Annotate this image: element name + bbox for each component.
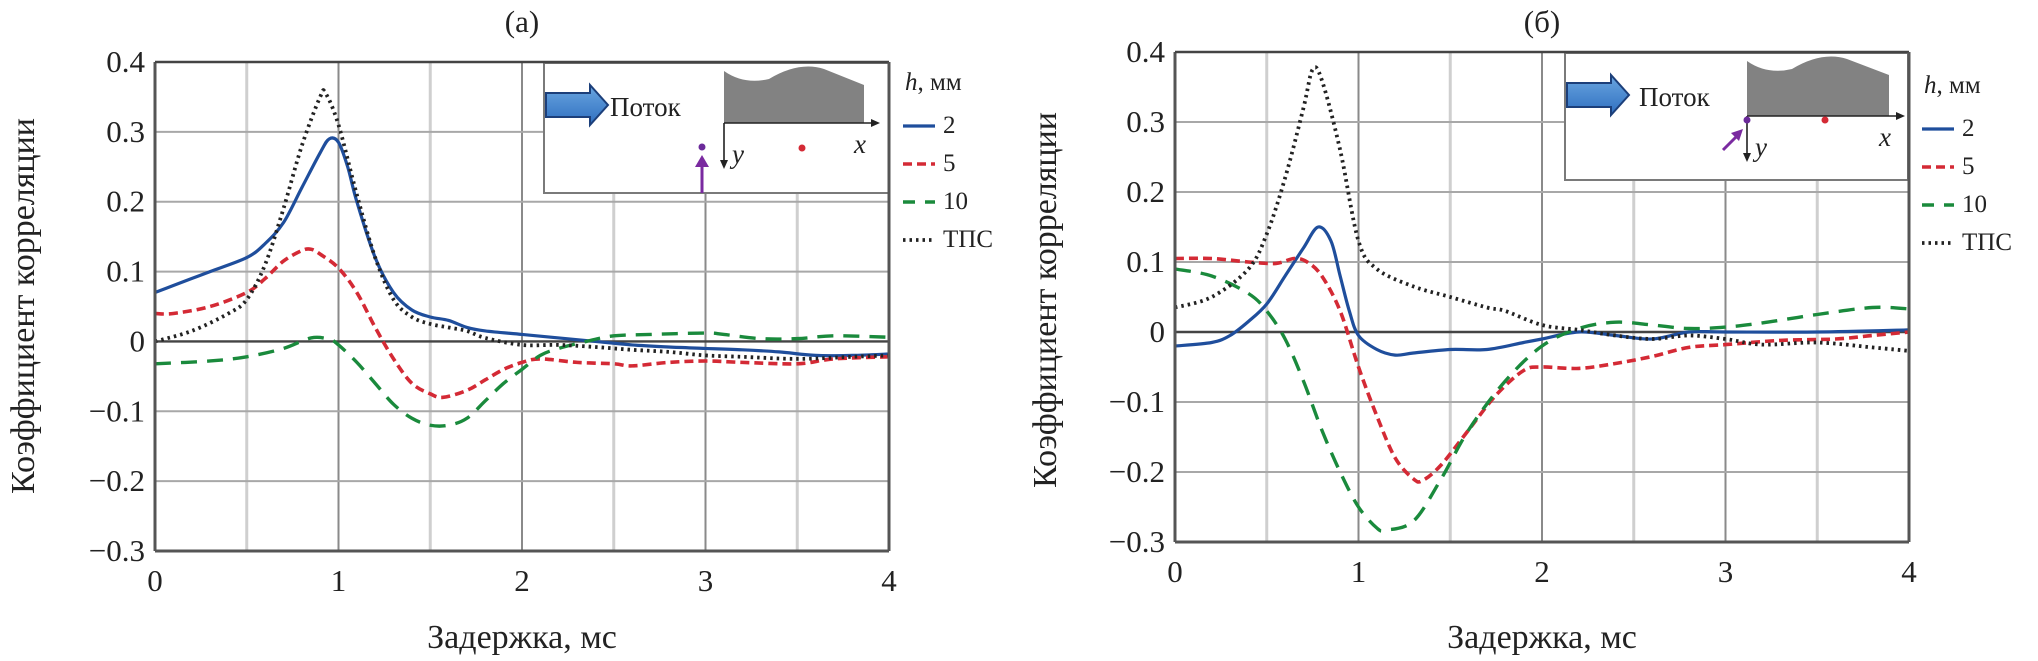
series-line-h10 (1174, 267, 1910, 533)
x-tick-label: 0 (147, 563, 163, 598)
legend-label: 5 (943, 150, 956, 177)
y-tick-label: 0.4 (106, 44, 145, 79)
flow-arrow-icon (1566, 72, 1631, 118)
axes: 0 1 2 3 4 0.4 0.3 0.2 0.1 0 −0.1 −0.2 −0.3 (1109, 34, 1917, 589)
x-axis-label: Задержка, мс (1447, 619, 1637, 656)
x-axis-label: Задержка, мс (427, 619, 617, 656)
arrowhead-icon (871, 119, 880, 127)
series-line-tps (1174, 65, 1910, 353)
legend-title: h, мм (1924, 72, 1981, 99)
series-line-h5 (154, 247, 890, 400)
series-line-h10 (154, 331, 890, 428)
series-line-tps (154, 88, 890, 361)
flow-label: Поток (1639, 82, 1711, 112)
inset-y-label: y (729, 139, 744, 169)
legend-title-rest: , мм (1937, 72, 1981, 99)
flow-arrow-icon (545, 82, 610, 128)
inset-x-label: x (853, 129, 866, 159)
legend-title-italic: h (905, 69, 918, 96)
inset-y-label: y (1752, 132, 1767, 162)
y-tick-label: 0.4 (1126, 34, 1165, 69)
legend-label: 2 (943, 112, 956, 139)
x-tick-label: 1 (1351, 554, 1367, 589)
arrowhead-icon (695, 155, 709, 167)
legend-label: 10 (1962, 191, 1987, 218)
y-tick-label: 0 (130, 323, 146, 358)
y-tick-label: −0.1 (1109, 384, 1165, 419)
y-tick-label: 0 (1150, 314, 1166, 349)
series-line-h2 (154, 136, 890, 358)
y-tick-label: 0.2 (106, 184, 145, 219)
y-tick-label: 0.2 (1126, 174, 1165, 209)
series-layer (154, 88, 890, 428)
x-tick-label: 1 (331, 563, 347, 598)
surface-shape (1747, 56, 1889, 116)
sensor-point (798, 144, 806, 152)
arrowhead-icon (720, 160, 728, 169)
inset-diagram: Поток x y (1564, 52, 1909, 181)
chart-panel-a: (a) Поток x y 0 1 2 3 4 0.4 0.3 0.2 0.1 0 −0.1 −0.2 −0… (5, 4, 993, 656)
sensor-point (1821, 116, 1829, 124)
series-line-h5 (1174, 256, 1910, 484)
surface-shape (724, 66, 864, 123)
y-tick-label: −0.3 (1109, 524, 1165, 559)
legend: h, мм 2 5 10 ТПС (1922, 72, 2012, 256)
legend-label: 5 (1962, 153, 1975, 180)
axes: 0 1 2 3 4 0.4 0.3 0.2 0.1 0 −0.1 −0.2 −0.3 (89, 44, 897, 598)
probe-point (698, 143, 706, 151)
y-tick-label: −0.3 (89, 533, 145, 568)
y-tick-label: −0.2 (1109, 454, 1165, 489)
legend-title: h, мм (905, 69, 962, 96)
series-layer (1174, 65, 1910, 533)
legend: h, мм 2 5 10 ТПС (903, 69, 993, 253)
x-tick-label: 2 (514, 563, 530, 598)
legend-label: ТПС (943, 226, 993, 253)
y-tick-label: 0.1 (106, 254, 145, 289)
y-axis-label: Коэффициент корреляции (5, 118, 42, 494)
arrowhead-icon (1896, 112, 1905, 120)
x-tick-label: 3 (1718, 554, 1734, 589)
y-axis-label: Коэффициент корреляции (1027, 112, 1064, 488)
y-tick-label: −0.1 (89, 393, 145, 428)
x-tick-label: 4 (881, 563, 897, 598)
legend-label: 10 (943, 188, 968, 215)
probe-point (1743, 116, 1751, 124)
series-line-h2 (1174, 225, 1910, 357)
legend-title-italic: h (1924, 72, 1937, 99)
y-tick-label: 0.3 (1126, 104, 1165, 139)
legend-title-rest: , мм (918, 69, 962, 96)
legend-label: ТПС (1962, 229, 2012, 256)
x-tick-label: 2 (1534, 554, 1550, 589)
x-tick-label: 0 (1167, 554, 1183, 589)
arrowhead-icon (1743, 153, 1751, 162)
x-tick-label: 4 (1901, 554, 1917, 589)
chart-panel-b: (б) Поток x y 0 1 2 3 4 0.4 0.3 0.2 0.1 0 −0.1 −0.2 −0… (1027, 4, 2012, 656)
inset-diagram: Поток x y (543, 62, 890, 194)
inset-x-label: x (1878, 122, 1891, 152)
y-tick-label: 0.1 (1126, 244, 1165, 279)
legend-label: 2 (1962, 115, 1975, 142)
flow-label: Поток (610, 92, 682, 122)
arrowhead-icon (1731, 129, 1743, 141)
y-tick-label: −0.2 (89, 463, 145, 498)
x-tick-label: 3 (698, 563, 714, 598)
chart-title: (a) (505, 4, 539, 39)
y-tick-label: 0.3 (106, 114, 145, 149)
chart-title: (б) (1524, 4, 1560, 39)
